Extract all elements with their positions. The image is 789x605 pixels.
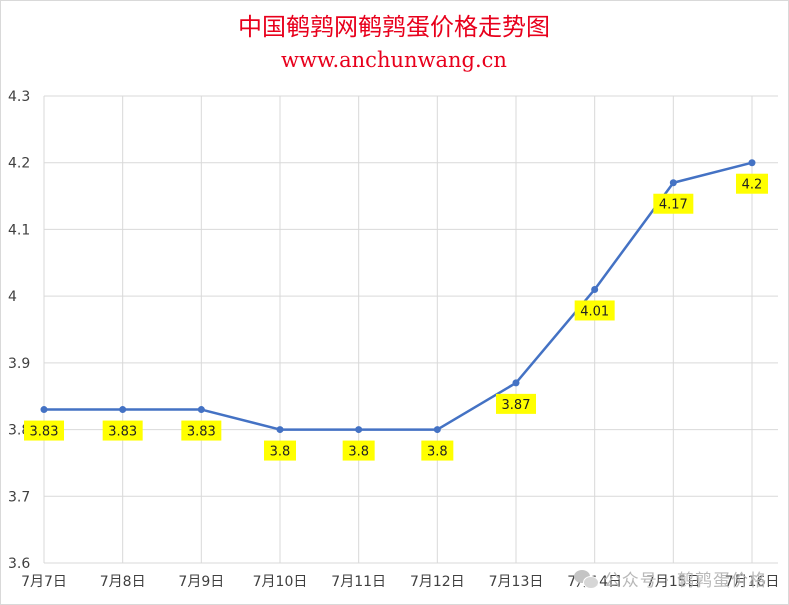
chart-title: 中国鹌鹑网鹌鹑蛋价格走势图: [238, 13, 550, 41]
x-tick-label: 7月9日: [178, 574, 224, 590]
y-tick-label: 4.2: [8, 156, 30, 172]
x-tick-label: 7月7日: [21, 574, 67, 590]
data-point: [669, 179, 677, 187]
svg-text:3.8: 3.8: [348, 445, 369, 460]
data-point: [119, 406, 127, 414]
svg-text:3.87: 3.87: [502, 398, 531, 413]
data-point: [748, 159, 756, 167]
svg-text:3.83: 3.83: [30, 425, 59, 440]
price-series: [40, 159, 756, 434]
y-axis-tick-labels: 3.63.73.83.944.14.24.3: [8, 89, 30, 572]
svg-text:4.01: 4.01: [580, 304, 609, 319]
data-point: [591, 285, 599, 293]
y-tick-label: 4: [8, 289, 17, 305]
data-label: 3.83: [181, 420, 222, 441]
svg-text:3.83: 3.83: [108, 425, 137, 440]
y-tick-label: 3.7: [8, 489, 30, 505]
x-tick-label: 7月12日: [410, 574, 465, 590]
svg-text:4.2: 4.2: [742, 178, 763, 193]
data-point: [355, 426, 363, 434]
wechat-icon: [573, 569, 599, 589]
y-tick-label: 4.1: [8, 222, 30, 238]
y-tick-label: 3.9: [8, 356, 30, 372]
x-tick-label: 7月11日: [331, 574, 386, 590]
svg-text:4.17: 4.17: [659, 198, 688, 213]
data-label: 4.2: [736, 173, 768, 194]
data-label: 3.83: [24, 420, 64, 441]
chart-subtitle: www.anchunwang.cn: [281, 48, 507, 72]
data-labels: 3.83 3.83 3.83 3.8 3.8 3.8 3.87 4.01 4.17 4.2: [24, 173, 768, 461]
x-tick-label: 7月13日: [489, 574, 544, 590]
svg-text:3.8: 3.8: [270, 445, 291, 460]
svg-text:3.83: 3.83: [187, 425, 216, 440]
data-point: [276, 426, 284, 434]
data-label: 3.83: [102, 420, 143, 441]
data-point: [433, 426, 441, 434]
x-tick-label: 7月8日: [100, 574, 146, 590]
svg-text:3.8: 3.8: [427, 445, 448, 460]
data-label: 4.01: [574, 300, 615, 321]
y-tick-label: 3.6: [8, 556, 30, 572]
data-point: [40, 406, 48, 414]
x-axis-tick-labels: 7月7日7月8日7月9日7月10日7月11日7月12日7月13日7月14日7月1…: [21, 574, 779, 590]
data-label: 3.8: [421, 440, 454, 461]
data-label: 3.8: [342, 440, 375, 461]
data-label: 3.87: [496, 393, 536, 414]
data-point: [512, 379, 520, 387]
series-line: [44, 161, 753, 431]
data-point: [197, 406, 205, 414]
x-tick-label: 7月15日: [646, 574, 701, 590]
data-label: 4.17: [653, 193, 694, 214]
watermark: 公众号 · 鹌鹑蛋价格: [573, 566, 767, 591]
data-label: 3.8: [264, 440, 296, 461]
gridlines: [43, 95, 778, 564]
x-tick-label: 7月16日: [725, 574, 780, 590]
y-tick-label: 4.3: [8, 89, 30, 105]
watermark-text: 公众号 · 鹌鹑蛋价格: [603, 571, 767, 591]
x-tick-label: 7月10日: [253, 574, 308, 590]
